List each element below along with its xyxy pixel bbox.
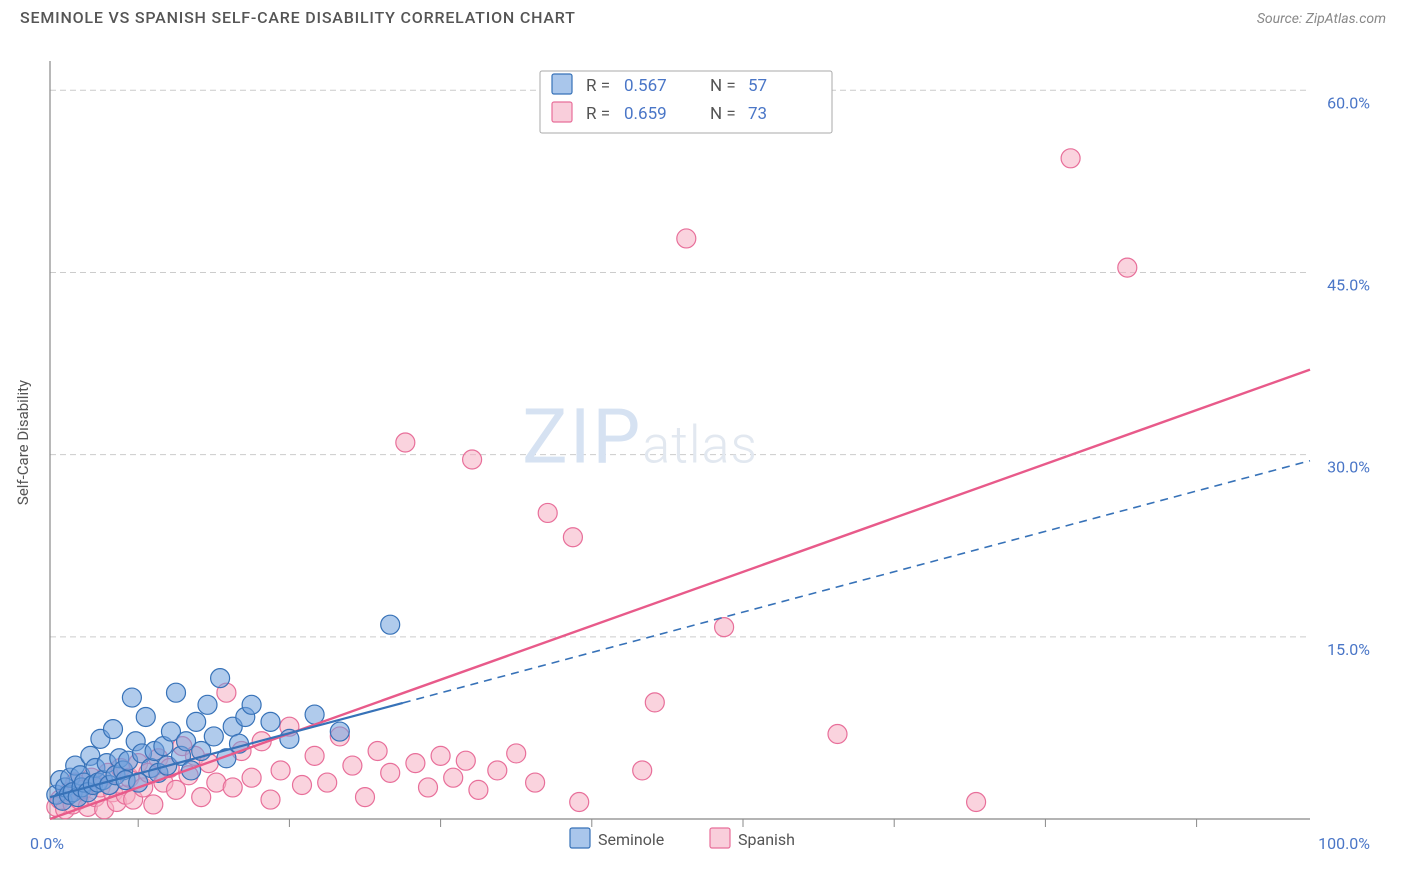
spanish-point <box>305 746 324 765</box>
legend-item-seminole: Seminole <box>598 830 664 849</box>
svg-text:73: 73 <box>748 104 767 124</box>
spanish-point <box>261 790 280 809</box>
y-axis-label: Self-Care Disability <box>14 380 32 505</box>
spanish-point <box>463 450 482 469</box>
spanish-point <box>444 768 463 787</box>
spanish-point <box>633 761 652 780</box>
spanish-point <box>144 795 163 814</box>
svg-text:100.0%: 100.0% <box>1318 834 1370 853</box>
svg-text:0.659: 0.659 <box>624 104 667 124</box>
spanish-point <box>563 528 582 547</box>
spanish-point <box>419 778 438 797</box>
spanish-point <box>242 768 261 787</box>
legend-item-spanish: Spanish <box>738 830 795 849</box>
chart-svg: 15.0% 30.0% 45.0% 60.0% ZIPatlas 0.0% 100.0% Se… <box>0 31 1406 881</box>
svg-text:N =: N = <box>710 76 736 96</box>
chart-source: Source: ZipAtlas.com <box>1257 11 1386 27</box>
seminole-point <box>204 727 223 746</box>
spanish-point <box>967 792 986 811</box>
source-name: ZipAtlas.com <box>1306 11 1386 27</box>
seminole-point <box>198 695 217 714</box>
seminole-point <box>167 683 186 702</box>
y-tick-label: 60.0% <box>1327 93 1370 112</box>
y-tick-label: 30.0% <box>1327 458 1370 477</box>
seminole-point <box>261 712 280 731</box>
source-prefix: Source: <box>1257 11 1306 27</box>
spanish-point <box>469 780 488 799</box>
svg-text:R =: R = <box>586 76 610 96</box>
seminole-point <box>136 707 155 726</box>
spanish-point <box>828 724 847 743</box>
chart-header: SEMINOLE VS SPANISH SELF-CARE DISABILITY… <box>0 0 1406 31</box>
spanish-point <box>406 754 425 773</box>
seminole-point <box>242 695 261 714</box>
spanish-point <box>538 503 557 522</box>
seminole-point <box>122 688 141 707</box>
spanish-point <box>677 229 696 248</box>
seminole-point <box>381 615 400 634</box>
svg-text:0.567: 0.567 <box>624 76 667 96</box>
spanish-point <box>381 763 400 782</box>
svg-text:0.0%: 0.0% <box>30 834 64 853</box>
spanish-point <box>1118 258 1137 277</box>
spanish-point <box>570 792 589 811</box>
spanish-point <box>431 746 450 765</box>
spanish-point <box>343 756 362 775</box>
svg-text:N =: N = <box>710 104 736 124</box>
spanish-point <box>456 751 475 770</box>
spanish-point <box>192 788 211 807</box>
spanish-point <box>271 761 290 780</box>
seminole-point <box>330 722 349 741</box>
watermark: ZIPatlas <box>522 392 758 482</box>
spanish-point <box>293 775 312 794</box>
spanish-point <box>396 433 415 452</box>
seminole-point <box>187 712 206 731</box>
spanish-point <box>318 773 337 792</box>
svg-text:57: 57 <box>748 76 767 96</box>
scatter-chart: 15.0% 30.0% 45.0% 60.0% ZIPatlas 0.0% 100.0% Se… <box>0 31 1406 881</box>
spanish-point <box>368 741 387 760</box>
spanish-point <box>507 744 526 763</box>
spanish-point <box>488 761 507 780</box>
seminole-point <box>211 669 230 688</box>
spanish-point <box>356 788 375 807</box>
svg-text:R =: R = <box>586 104 610 124</box>
spanish-point <box>1061 149 1080 168</box>
spanish-point <box>223 778 242 797</box>
y-tick-label: 45.0% <box>1327 275 1370 294</box>
spanish-point <box>526 773 545 792</box>
chart-title: SEMINOLE VS SPANISH SELF-CARE DISABILITY… <box>20 8 576 27</box>
seminole-point <box>104 720 123 739</box>
spanish-point <box>645 693 664 712</box>
y-tick-label: 15.0% <box>1327 640 1370 659</box>
spanish-point <box>715 618 734 637</box>
